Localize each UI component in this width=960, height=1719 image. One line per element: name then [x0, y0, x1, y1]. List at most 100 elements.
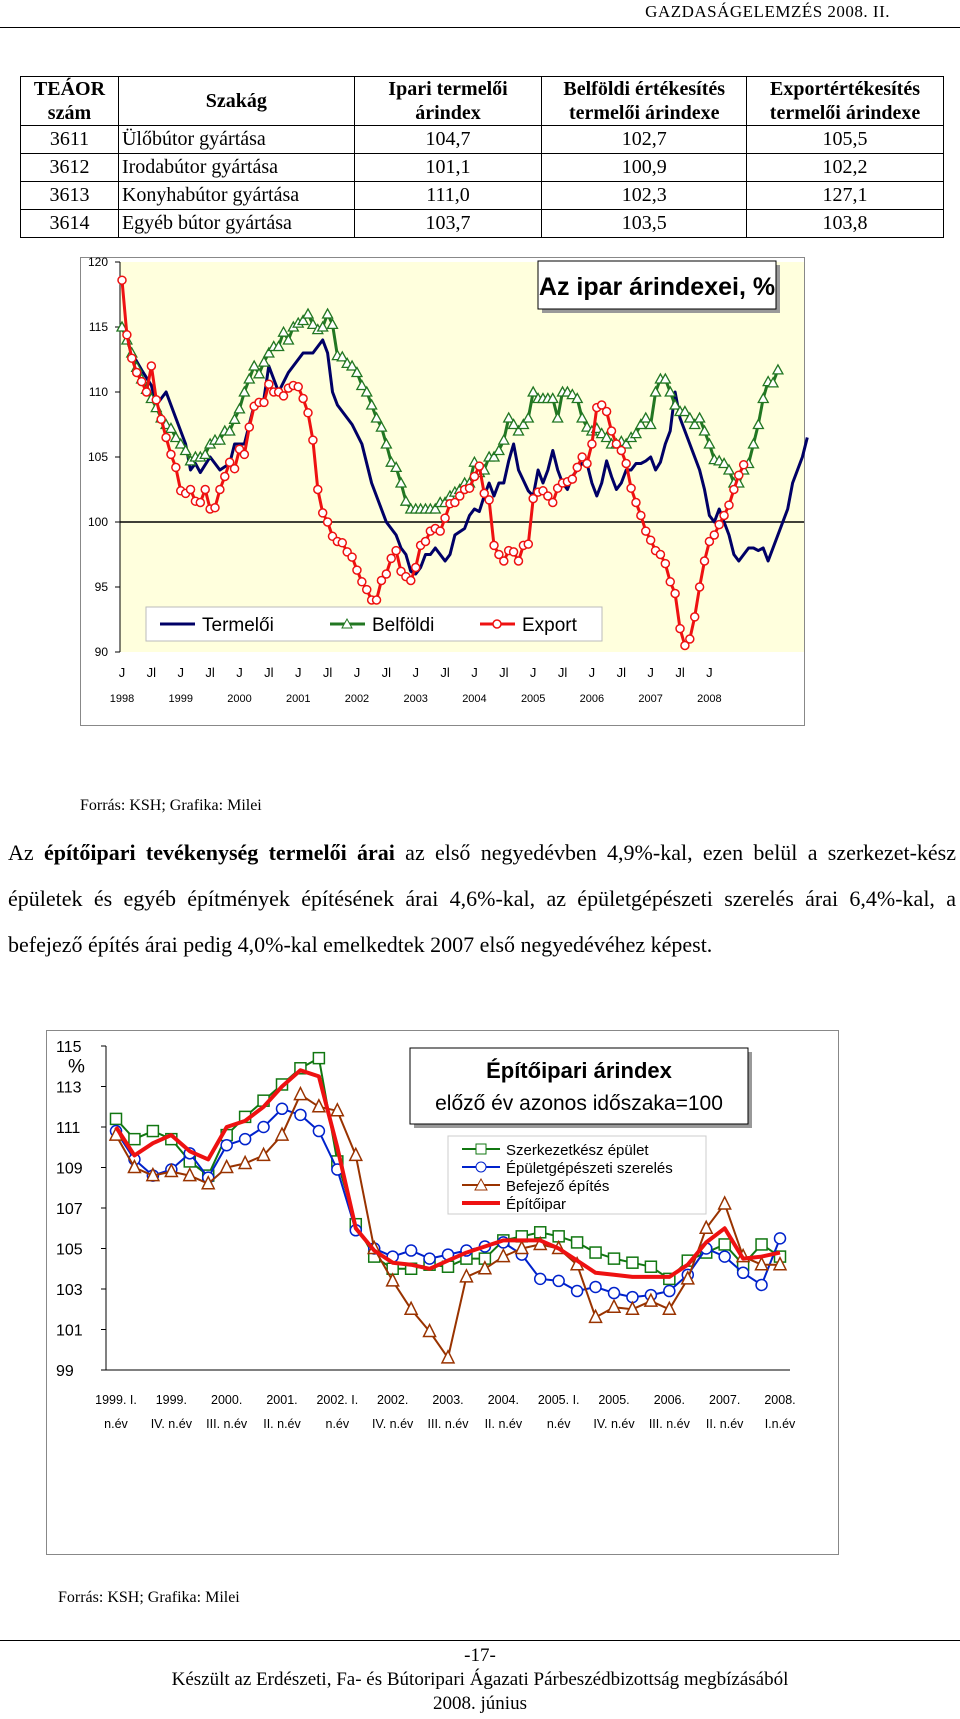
chart2-legend-marker	[475, 1143, 487, 1155]
chart1-point-export	[264, 379, 274, 389]
chart2-legend-marker	[475, 1161, 487, 1173]
chart1-point-export	[709, 530, 720, 540]
chart1-point-export	[469, 471, 480, 482]
chart1-point-export	[587, 439, 597, 449]
paragraph-emphasis: építőipari tevékenység termelői árai	[43, 840, 395, 865]
cell-belfoldi: 103,5	[541, 209, 748, 238]
chart2-point-befejezo	[440, 1349, 456, 1364]
chart2-point-epuletgep	[404, 1244, 418, 1257]
cell-teaor: 3611	[20, 125, 119, 154]
chart1-point-belfoldi	[551, 411, 564, 423]
chart2-x-label: 2004.	[488, 1393, 519, 1407]
chart1-x-month-label: J	[530, 665, 537, 680]
chart1-point-belfoldi	[277, 325, 290, 337]
chart1-point-export	[577, 452, 587, 462]
chart2-x-label: III. n.év	[649, 1417, 691, 1431]
chart1-point-belfoldi	[238, 385, 251, 397]
chart1-point-export	[626, 483, 636, 493]
chart1-point-belfoldi	[752, 418, 765, 430]
chart1-x-month-label: J	[412, 665, 419, 680]
chart2-y-tick-label: 113	[56, 1080, 82, 1097]
chart2-point-epuletgep	[275, 1102, 289, 1116]
chart1-point-export	[185, 484, 196, 495]
chart1-point-belfoldi	[639, 411, 652, 423]
cell-teaor: 3614	[20, 209, 119, 238]
chart1-point-export	[313, 484, 323, 495]
chart2-point-epuletgep	[607, 1286, 621, 1300]
chart1-x-month-label: J	[647, 665, 654, 680]
chart2-point-epuletgep	[718, 1250, 731, 1263]
chart2-x-label: 2002.	[377, 1393, 408, 1407]
table-header-row: TEÁOR szám Szakág Ipari termelői árindex B…	[20, 76, 944, 126]
chart1-point-belfoldi	[669, 398, 682, 410]
chart1-point-belfoldi	[297, 314, 310, 326]
chart2-point-befejezo	[311, 1098, 327, 1113]
chart1-point-belfoldi	[502, 411, 515, 423]
chart1-legend-marker	[492, 619, 502, 629]
chart2-title: Építőipari árindex	[486, 1058, 673, 1083]
chart2-subtitle: előző év azonos időszaka=100	[435, 1092, 723, 1115]
chart1-point-export	[131, 367, 142, 378]
chart2-point-befejezo	[145, 1166, 161, 1182]
chart2-point-befejezo	[330, 1102, 345, 1117]
chart2-y-tick-label: 111	[56, 1120, 80, 1137]
chart1-point-export	[611, 439, 622, 449]
chart1-point-belfoldi	[306, 318, 320, 330]
chart2-point-befejezo	[237, 1154, 253, 1170]
chart1-x-month-label: Jl	[675, 665, 685, 680]
chart1-point-export	[200, 484, 210, 495]
chart2-point-befejezo	[496, 1247, 511, 1263]
chart1-point-export	[298, 393, 308, 404]
chart1-point-belfoldi	[566, 388, 579, 400]
chart1-point-export	[362, 584, 372, 595]
chart2-x-label: 2000.	[211, 1393, 242, 1407]
chart2-point-befejezo	[772, 1256, 788, 1271]
chart1-point-belfoldi	[512, 424, 525, 436]
cell-ipari: 104,7	[353, 125, 543, 154]
chart1-point-belfoldi	[517, 418, 530, 430]
chart1-point-belfoldi	[257, 355, 271, 367]
header-rule	[0, 27, 960, 28]
chart1-series-line-1	[120, 326, 809, 576]
chart1-point-belfoldi	[243, 372, 256, 384]
chart1-point-belfoldi	[693, 411, 706, 423]
page-header: GAZDASÁGELEMZÉS 2008. II.	[0, 0, 960, 30]
chart2-point-epuletgep	[312, 1124, 326, 1138]
chart2-x-label: 2005.	[598, 1393, 629, 1407]
chart1-point-belfoldi	[522, 411, 535, 423]
chart1-point-export	[719, 510, 729, 521]
page-number: -17-	[464, 1645, 496, 1666]
chart1-point-export	[303, 408, 313, 418]
chart1-point-export	[675, 623, 685, 634]
chart1-y-tick-label: 110	[89, 385, 108, 399]
chart1-point-export	[699, 556, 710, 566]
chart1-point-export	[161, 432, 171, 443]
chart1-point-belfoldi	[678, 405, 692, 417]
chart1-point-belfoldi	[355, 379, 368, 391]
cell-ipari: 101,1	[353, 153, 543, 182]
chart2-point-szerkezet	[718, 1238, 731, 1251]
chart1-point-belfoldi	[233, 402, 246, 414]
chart1-y-tick-label: 120	[88, 257, 108, 269]
chart1-point-export	[523, 539, 534, 549]
chart1-x-month-label: Jl	[205, 665, 215, 680]
th-teaor: TEÁOR szám	[20, 76, 119, 126]
chart2-point-befejezo	[403, 1300, 419, 1315]
chart1-x-year-label: 1999	[168, 693, 192, 705]
chart2-legend-label: Építőipar	[506, 1196, 566, 1213]
th-ipari: Ipari termelői árindex	[353, 76, 543, 126]
chart2-x-label: II. n.év	[263, 1417, 301, 1431]
chart1-x-month-label: Jl	[558, 665, 568, 680]
chart2-y-tick-label: 103	[56, 1282, 83, 1299]
chart1-x-month-label: Jl	[499, 665, 509, 680]
chart1-x-year-label: 2004	[462, 693, 486, 705]
chart1-point-export	[450, 497, 460, 508]
cell-belfoldi: 100,9	[541, 153, 748, 182]
chart1-point-export	[224, 457, 235, 467]
chart1-point-belfoldi	[213, 433, 227, 445]
chart1-x-month-label: J	[295, 665, 302, 680]
chart2-legend-label: Befejező építés	[506, 1178, 609, 1195]
chart1-point-belfoldi	[380, 437, 393, 449]
chart1-point-belfoldi	[576, 411, 589, 423]
